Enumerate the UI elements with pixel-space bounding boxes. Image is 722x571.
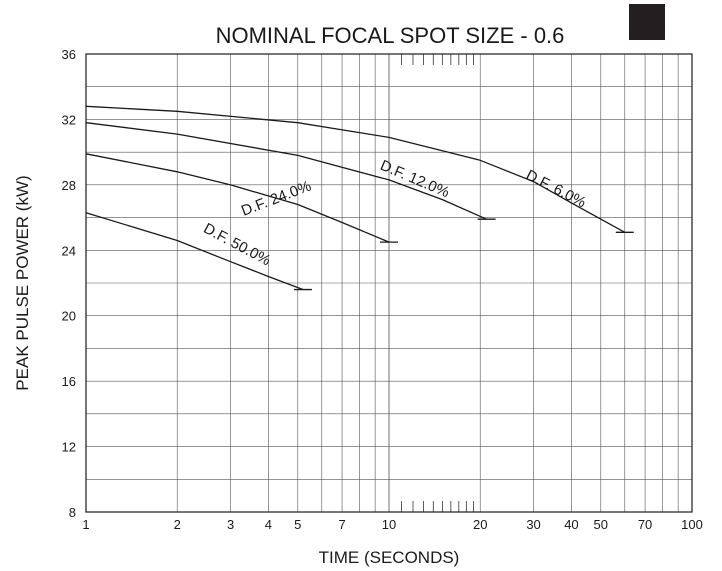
x-tick-label: 5 — [294, 517, 301, 532]
series-label: D.F. 6.0% — [523, 167, 589, 212]
y-tick-label: 24 — [62, 243, 76, 258]
y-axis-label: PEAK PULSE POWER (kW) — [13, 175, 32, 390]
x-tick-label: 1 — [82, 517, 89, 532]
series-label: D.F. 50.0% — [201, 220, 274, 269]
series-line — [85, 212, 304, 291]
y-tick-label: 8 — [69, 505, 76, 520]
x-tick-label: 20 — [473, 517, 487, 532]
y-tick-labels: 8 12 16 20 24 28 32 36 — [62, 47, 76, 520]
series-label: D.F. 24.0% — [239, 178, 314, 220]
minor-ticks — [401, 54, 474, 512]
y-tick-label: 12 — [62, 440, 76, 455]
x-tick-label: 50 — [594, 517, 608, 532]
series-line — [85, 153, 390, 243]
series-line — [85, 122, 487, 220]
x-tick-labels: 1 2 3 4 5 7 10 20 30 40 50 70 100 — [82, 517, 702, 532]
grid — [86, 54, 692, 512]
x-tick-label: 4 — [265, 517, 272, 532]
x-tick-label: 10 — [382, 517, 396, 532]
x-tick-label: 2 — [174, 517, 181, 532]
series-line — [85, 105, 626, 233]
y-tick-label: 20 — [62, 309, 76, 324]
y-tick-label: 36 — [62, 47, 76, 62]
x-tick-label: 100 — [681, 517, 703, 532]
plot-frame — [85, 53, 693, 513]
x-tick-label: 40 — [564, 517, 578, 532]
y-tick-label: 32 — [62, 112, 76, 127]
title-box — [629, 4, 665, 40]
x-axis-label: TIME (SECONDS) — [319, 548, 460, 567]
x-tick-label: 3 — [227, 517, 234, 532]
x-tick-label: 70 — [638, 517, 652, 532]
x-tick-label: 30 — [526, 517, 540, 532]
x-tick-label: 7 — [338, 517, 345, 532]
y-tick-label: 28 — [62, 178, 76, 193]
y-tick-label: 16 — [62, 374, 76, 389]
chart-title: NOMINAL FOCAL SPOT SIZE - 0.6 — [216, 23, 565, 48]
